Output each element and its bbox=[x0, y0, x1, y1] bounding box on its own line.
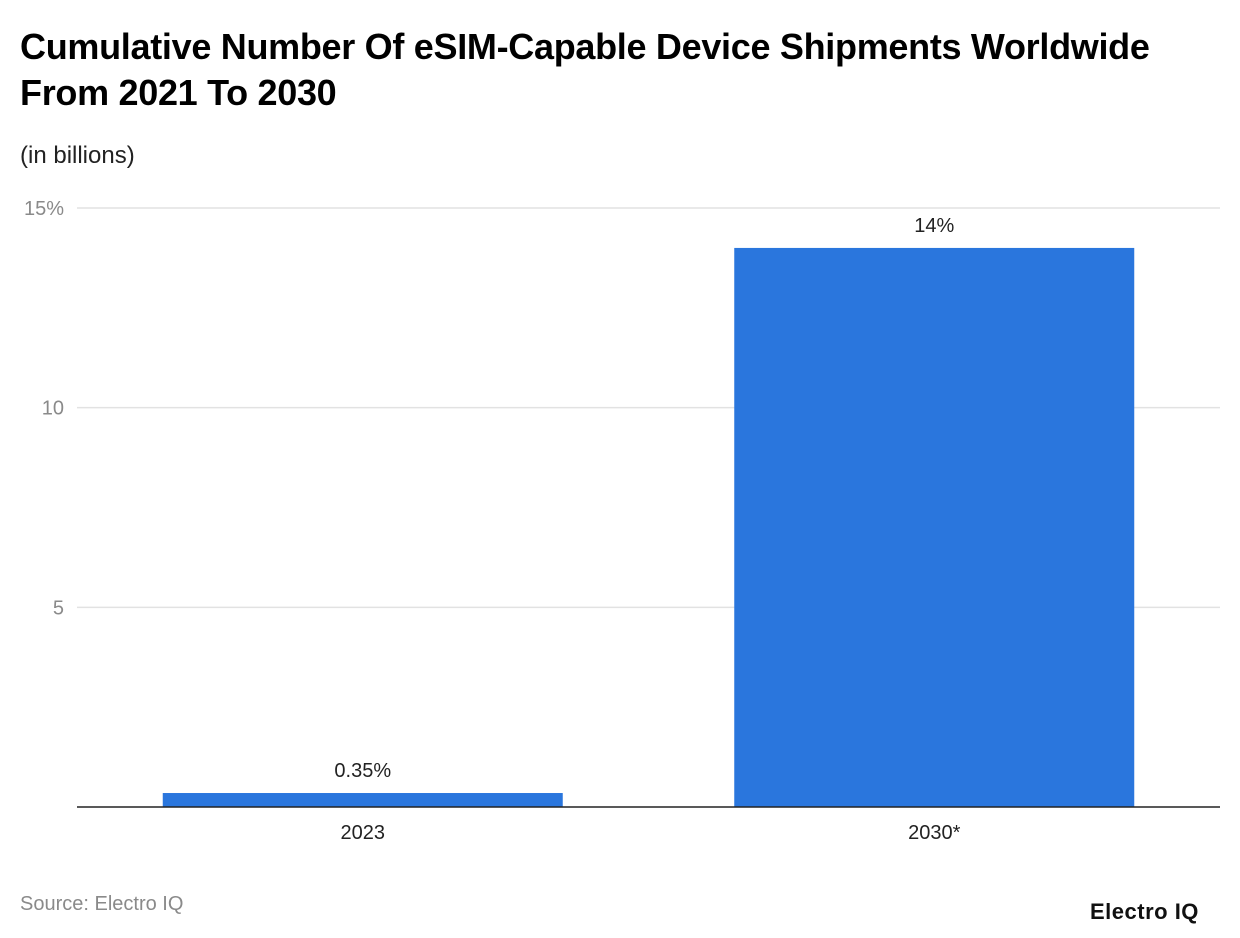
chart-title: Cumulative Number Of eSIM-Capable Device… bbox=[20, 26, 1150, 113]
data-label: 14% bbox=[914, 215, 954, 237]
bar bbox=[734, 247, 1135, 807]
chart-subtitle: (in billions) bbox=[20, 142, 135, 169]
y-tick-label: 10 bbox=[42, 398, 64, 420]
data-label: 0.35% bbox=[334, 760, 391, 782]
x-tick-label: 2023 bbox=[341, 822, 386, 844]
y-tick-label: 5 bbox=[53, 597, 64, 619]
x-tick-label: 2030* bbox=[908, 822, 960, 844]
electro-iq-logo: Electro IQ bbox=[1090, 899, 1199, 924]
bar bbox=[162, 793, 563, 807]
y-tick-label: 15% bbox=[24, 198, 64, 220]
source-note: Source: Electro IQ bbox=[20, 893, 184, 915]
